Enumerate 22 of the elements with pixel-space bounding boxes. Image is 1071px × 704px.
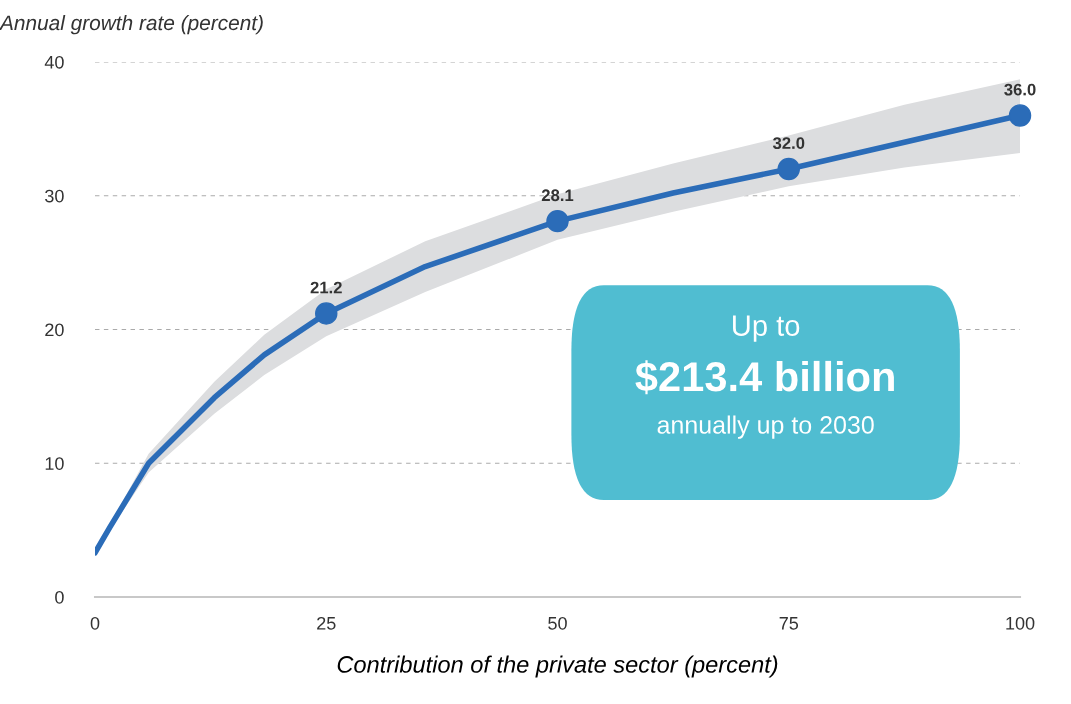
annotation: Up to (733, 315, 800, 342)
annotation: annually up to 2030 (657, 415, 874, 439)
data-label: 36.0 (1004, 83, 1036, 96)
data-label: 21.2 (310, 281, 342, 294)
data-label: 28.1 (541, 189, 574, 202)
x-tick-label: 25 (317, 616, 336, 630)
point (777, 157, 800, 181)
y-tick-label: 0 (55, 590, 64, 604)
point (546, 209, 569, 233)
point (1008, 104, 1032, 127)
y-tick-label: 30 (45, 189, 64, 203)
x-axis-title: Contribution of the private sector (percent) (337, 655, 778, 678)
y-tick-label: 10 (45, 457, 64, 470)
point (315, 302, 338, 325)
x-tick-label: 100 (1006, 616, 1035, 630)
x-tick-label: 75 (779, 617, 799, 630)
annotation: $213.4 billion (635, 360, 894, 395)
y-tick-label: 40 (44, 55, 64, 69)
x-tick-label: 50 (548, 616, 567, 630)
data-label: 32.0 (772, 137, 805, 150)
y-tick-label: 20 (45, 323, 64, 337)
x-tick-label: 0 (90, 616, 100, 630)
